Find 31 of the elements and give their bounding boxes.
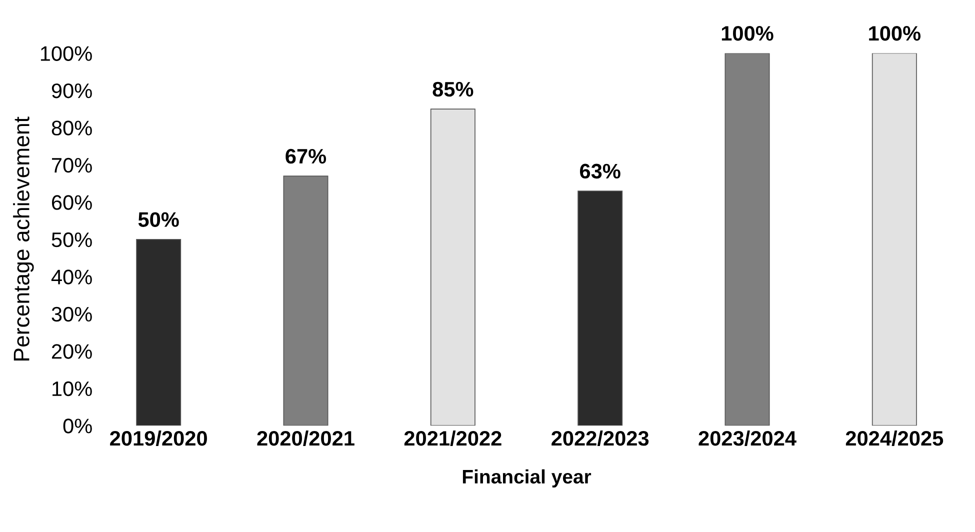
data-label: 50% <box>138 212 179 227</box>
x-axis-title: Financial year <box>462 469 592 488</box>
y-tick-label: 90% <box>52 83 92 98</box>
bar <box>136 238 182 426</box>
data-label: 67% <box>286 148 326 164</box>
y-tick-label: 10% <box>52 381 92 396</box>
bar <box>724 53 770 426</box>
bar <box>578 190 623 426</box>
data-label: 85% <box>432 82 474 97</box>
y-tick-label: 40% <box>51 270 92 284</box>
y-tick-label: 30% <box>52 306 92 322</box>
bar <box>283 176 328 426</box>
y-tick-label: 100% <box>40 46 92 61</box>
data-label: 100% <box>869 26 921 41</box>
bar <box>430 108 476 426</box>
x-tick-label: 2020/2021 <box>257 430 354 446</box>
x-tick-label: 2019/2020 <box>110 430 207 446</box>
y-tick-label: 60% <box>52 195 92 210</box>
y-tick-label: 70% <box>52 158 92 173</box>
data-label: 100% <box>722 26 774 41</box>
bar <box>872 53 917 426</box>
y-tick-label: 50% <box>52 232 92 248</box>
y-tick-label: 20% <box>52 344 92 359</box>
y-axis-title: Percentage achievement <box>13 116 34 360</box>
x-tick-label: 2024/2025 <box>846 430 944 446</box>
x-tick-label: 2022/2023 <box>552 430 649 446</box>
y-tick-label: 80% <box>52 120 92 136</box>
data-label: 63% <box>580 164 620 179</box>
x-tick-label: 2023/2024 <box>698 430 796 446</box>
y-tick-label: 0% <box>63 418 92 434</box>
x-tick-label: 2021/2022 <box>404 430 502 446</box>
